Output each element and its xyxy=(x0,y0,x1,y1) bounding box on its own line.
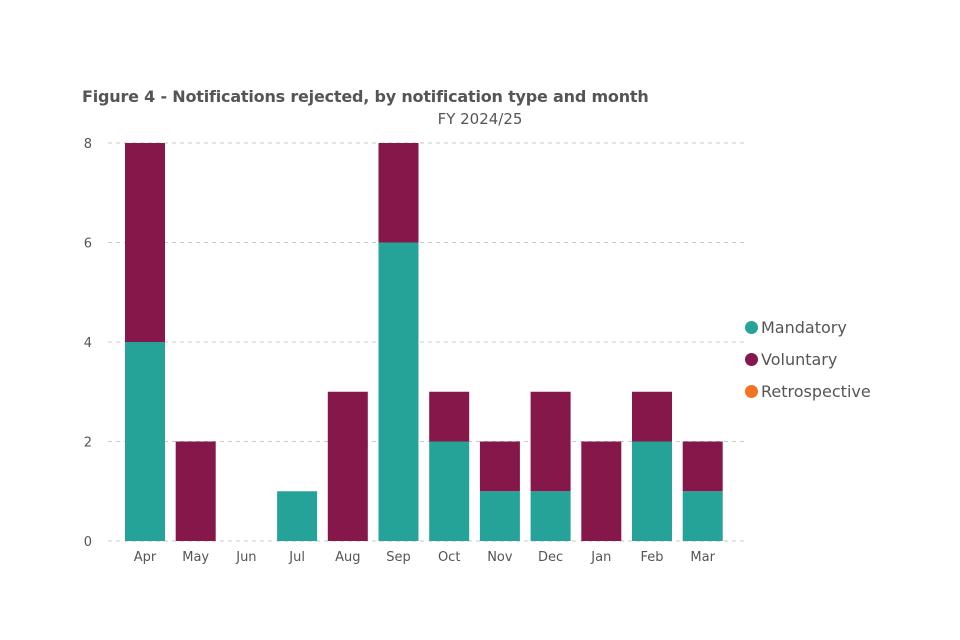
x-tick-label: Jul xyxy=(288,550,305,565)
bar-voluntary-oct xyxy=(429,391,470,442)
bar-voluntary-dec xyxy=(530,391,571,492)
legend-marker xyxy=(745,352,758,366)
legend-item-mandatory: Mandatory xyxy=(745,311,871,343)
legend-label: Retrospective xyxy=(761,381,871,401)
x-tick-label: Nov xyxy=(487,550,513,565)
bar-voluntary-aug xyxy=(327,391,368,541)
bar-voluntary-feb xyxy=(632,391,672,442)
x-tick-label: Dec xyxy=(538,550,563,565)
bar-voluntary-mar xyxy=(682,441,723,492)
x-tick-label: May xyxy=(182,550,209,565)
y-tick-label: 8 xyxy=(84,137,92,152)
x-tick-label: Mar xyxy=(690,550,715,565)
x-tick-label: Aug xyxy=(335,550,360,565)
x-tick-label: Sep xyxy=(386,550,411,565)
bar-mandatory-sep xyxy=(378,242,419,541)
x-tick-label: Jan xyxy=(590,550,611,565)
bar-voluntary-may xyxy=(175,441,216,541)
bar-voluntary-sep xyxy=(378,143,419,243)
bar-mandatory-nov xyxy=(479,491,520,541)
bar-mandatory-dec xyxy=(530,491,571,541)
x-tick-label: Jun xyxy=(235,550,256,565)
axis-labels: 0 2 4 6 8 Apr May Jun Jul Aug Sep Oct Nov Dec Jan Feb Ma… xyxy=(84,137,716,565)
y-tick-label: 4 xyxy=(84,336,92,351)
y-tick-label: 6 xyxy=(84,237,92,252)
x-tick-label: Oct xyxy=(438,550,460,565)
legend: Mandatory Voluntary Retrospective xyxy=(745,311,871,407)
x-tick-label: Apr xyxy=(134,550,157,565)
bar-mandatory-apr xyxy=(125,342,165,541)
bar-voluntary-apr xyxy=(125,143,165,342)
legend-marker xyxy=(745,320,758,334)
legend-label: Mandatory xyxy=(761,317,847,337)
legend-item-voluntary: Voluntary xyxy=(745,343,871,375)
bar-voluntary-nov xyxy=(479,441,520,492)
chart-title: Figure 4 - Notifications rejected, by no… xyxy=(82,87,649,106)
bar-mandatory-feb xyxy=(632,441,672,541)
bar-mandatory-jul xyxy=(277,491,318,541)
chart-subtitle: FY 2024/25 xyxy=(437,110,523,128)
legend-label: Voluntary xyxy=(761,349,838,369)
y-tick-label: 2 xyxy=(84,436,92,451)
x-tick-label: Feb xyxy=(640,550,663,565)
y-tick-label: 0 xyxy=(84,535,92,550)
bar-voluntary-jan xyxy=(581,441,622,541)
legend-item-retrospective: Retrospective xyxy=(745,375,871,407)
bars xyxy=(125,143,723,541)
bar-mandatory-oct xyxy=(429,441,470,541)
bar-mandatory-mar xyxy=(682,491,723,541)
legend-marker xyxy=(745,384,758,398)
